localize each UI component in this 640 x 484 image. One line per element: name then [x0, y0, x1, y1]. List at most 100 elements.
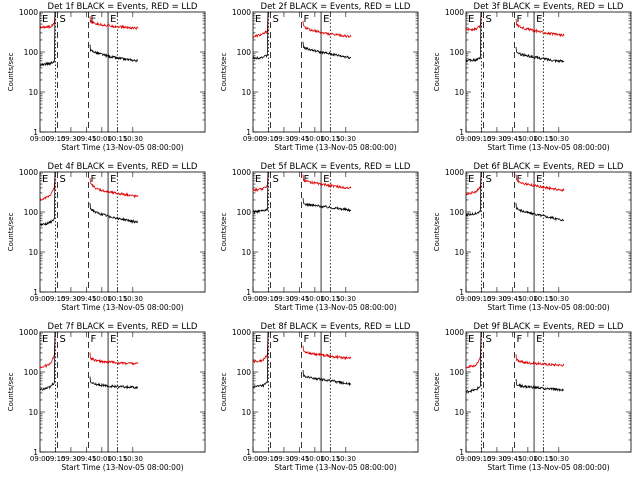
- y-tick-label: 100: [450, 48, 465, 57]
- lld-series-line: [39, 171, 56, 202]
- segment-label: F: [90, 174, 96, 185]
- panel-title: Det 2f BLACK = Events, RED = LLD: [261, 2, 411, 12]
- segment-label: S: [486, 14, 492, 25]
- lld-series-line: [302, 345, 352, 361]
- segment-label: E: [110, 334, 116, 345]
- x-tick-label: 09:30: [487, 295, 507, 303]
- segment-label: E: [323, 174, 329, 185]
- y-tick-label: 1000: [19, 8, 38, 17]
- segment-label: F: [516, 174, 522, 185]
- segment-label: F: [303, 14, 309, 25]
- segment-label: E: [536, 174, 542, 185]
- x-tick-label: 09:45: [76, 455, 96, 463]
- plot-frame: [465, 171, 632, 293]
- segment-label: S: [60, 334, 66, 345]
- x-tick-label: 09:15: [471, 455, 491, 463]
- segment-label: E: [255, 14, 261, 25]
- lld-series-line: [465, 331, 482, 369]
- segment-label: E: [536, 14, 542, 25]
- segment-label: S: [486, 334, 492, 345]
- x-tick-label: 09:45: [289, 135, 309, 143]
- events-series-line: [465, 171, 482, 217]
- y-tick-label: 100: [237, 368, 252, 377]
- x-tick-label: 10:30: [549, 455, 569, 463]
- lld-series-line: [515, 18, 565, 38]
- lld-series-line: [39, 331, 56, 369]
- lld-series-line: [89, 178, 139, 199]
- x-tick-label: 10:15: [320, 135, 340, 143]
- y-tick-label: 10: [28, 88, 38, 97]
- x-tick-label: 10:30: [549, 135, 569, 143]
- y-tick-label: 1: [33, 128, 38, 137]
- x-tick-label: 09:30: [61, 135, 81, 143]
- x-tick-label: 10:15: [533, 295, 553, 303]
- segment-label: E: [255, 174, 261, 185]
- x-axis-label: Start Time (13-Nov-05 08:00:00): [274, 463, 396, 472]
- x-tick-label: 10:30: [336, 295, 356, 303]
- x-tick-label: 10:00: [305, 455, 325, 463]
- x-tick-label: 09:45: [289, 295, 309, 303]
- x-axis-label: Start Time (13-Nov-05 08:00:00): [61, 303, 183, 312]
- plot-frame: [252, 11, 419, 133]
- lld-series-line: [39, 11, 56, 30]
- y-tick-label: 100: [24, 48, 39, 57]
- segment-label: E: [323, 14, 329, 25]
- segment-label: E: [536, 334, 542, 345]
- y-tick-label: 100: [24, 368, 39, 377]
- y-tick-label: 1000: [445, 328, 464, 337]
- lld-series-line: [465, 171, 482, 196]
- panel-title: Det 9f BLACK = Events, RED = LLD: [474, 322, 624, 332]
- y-tick-label: 100: [237, 208, 252, 217]
- lld-series-line: [252, 331, 269, 364]
- events-series-line: [252, 171, 269, 215]
- segment-label: S: [273, 334, 279, 345]
- panel-3: Det 3f BLACK = Events, RED = LLD 1 10 100 10…: [433, 2, 632, 152]
- y-tick-label: 1: [33, 288, 38, 297]
- x-tick-label: 09:00: [243, 135, 263, 143]
- lld-series-line: [252, 11, 269, 39]
- lld-series-line: [465, 11, 482, 32]
- panel-6: Det 6f BLACK = Events, RED = LLD 1 10 100 10…: [433, 162, 632, 312]
- x-tick-label: 10:15: [107, 295, 127, 303]
- y-tick-label: 1000: [232, 328, 251, 337]
- x-tick-label: 10:00: [92, 135, 112, 143]
- y-tick-label: 10: [454, 408, 464, 417]
- panel-2: Det 2f BLACK = Events, RED = LLD 1 10 100 10…: [220, 2, 419, 152]
- plot-frame: [39, 331, 206, 453]
- segment-label: F: [303, 334, 309, 345]
- y-axis-label: Counts/sec: [433, 53, 441, 92]
- x-tick-label: 09:30: [61, 295, 81, 303]
- x-tick-label: 09:00: [243, 295, 263, 303]
- segment-label: S: [273, 174, 279, 185]
- x-tick-label: 09:15: [45, 295, 65, 303]
- events-series-line: [465, 11, 482, 63]
- x-tick-label: 10:00: [305, 295, 325, 303]
- x-tick-label: 09:30: [61, 455, 81, 463]
- x-axis-label: Start Time (13-Nov-05 08:00:00): [487, 303, 609, 312]
- x-axis-label: Start Time (13-Nov-05 08:00:00): [274, 143, 396, 152]
- x-tick-label: 10:00: [518, 295, 538, 303]
- y-axis-label: Counts/sec: [220, 373, 228, 412]
- panel-title: Det 1f BLACK = Events, RED = LLD: [48, 2, 198, 12]
- lld-series-line: [89, 16, 139, 31]
- x-tick-label: 09:15: [471, 295, 491, 303]
- x-tick-label: 10:15: [320, 295, 340, 303]
- x-tick-label: 09:00: [30, 455, 50, 463]
- x-tick-label: 09:45: [502, 135, 522, 143]
- segment-label: F: [516, 334, 522, 345]
- y-tick-label: 100: [450, 368, 465, 377]
- events-series-line: [465, 331, 482, 394]
- plot-frame: [465, 11, 632, 133]
- events-series-line: [515, 202, 564, 222]
- panel-8: Det 8f BLACK = Events, RED = LLD 1 10 100 10…: [220, 322, 419, 472]
- x-tick-label: 10:30: [123, 455, 143, 463]
- y-tick-label: 100: [24, 208, 39, 217]
- x-axis-label: Start Time (13-Nov-05 08:00:00): [487, 143, 609, 152]
- events-series-line: [252, 11, 269, 60]
- y-axis-label: Counts/sec: [433, 213, 441, 252]
- x-tick-label: 10:00: [518, 135, 538, 143]
- x-tick-label: 10:00: [92, 455, 112, 463]
- events-series-line: [302, 197, 352, 213]
